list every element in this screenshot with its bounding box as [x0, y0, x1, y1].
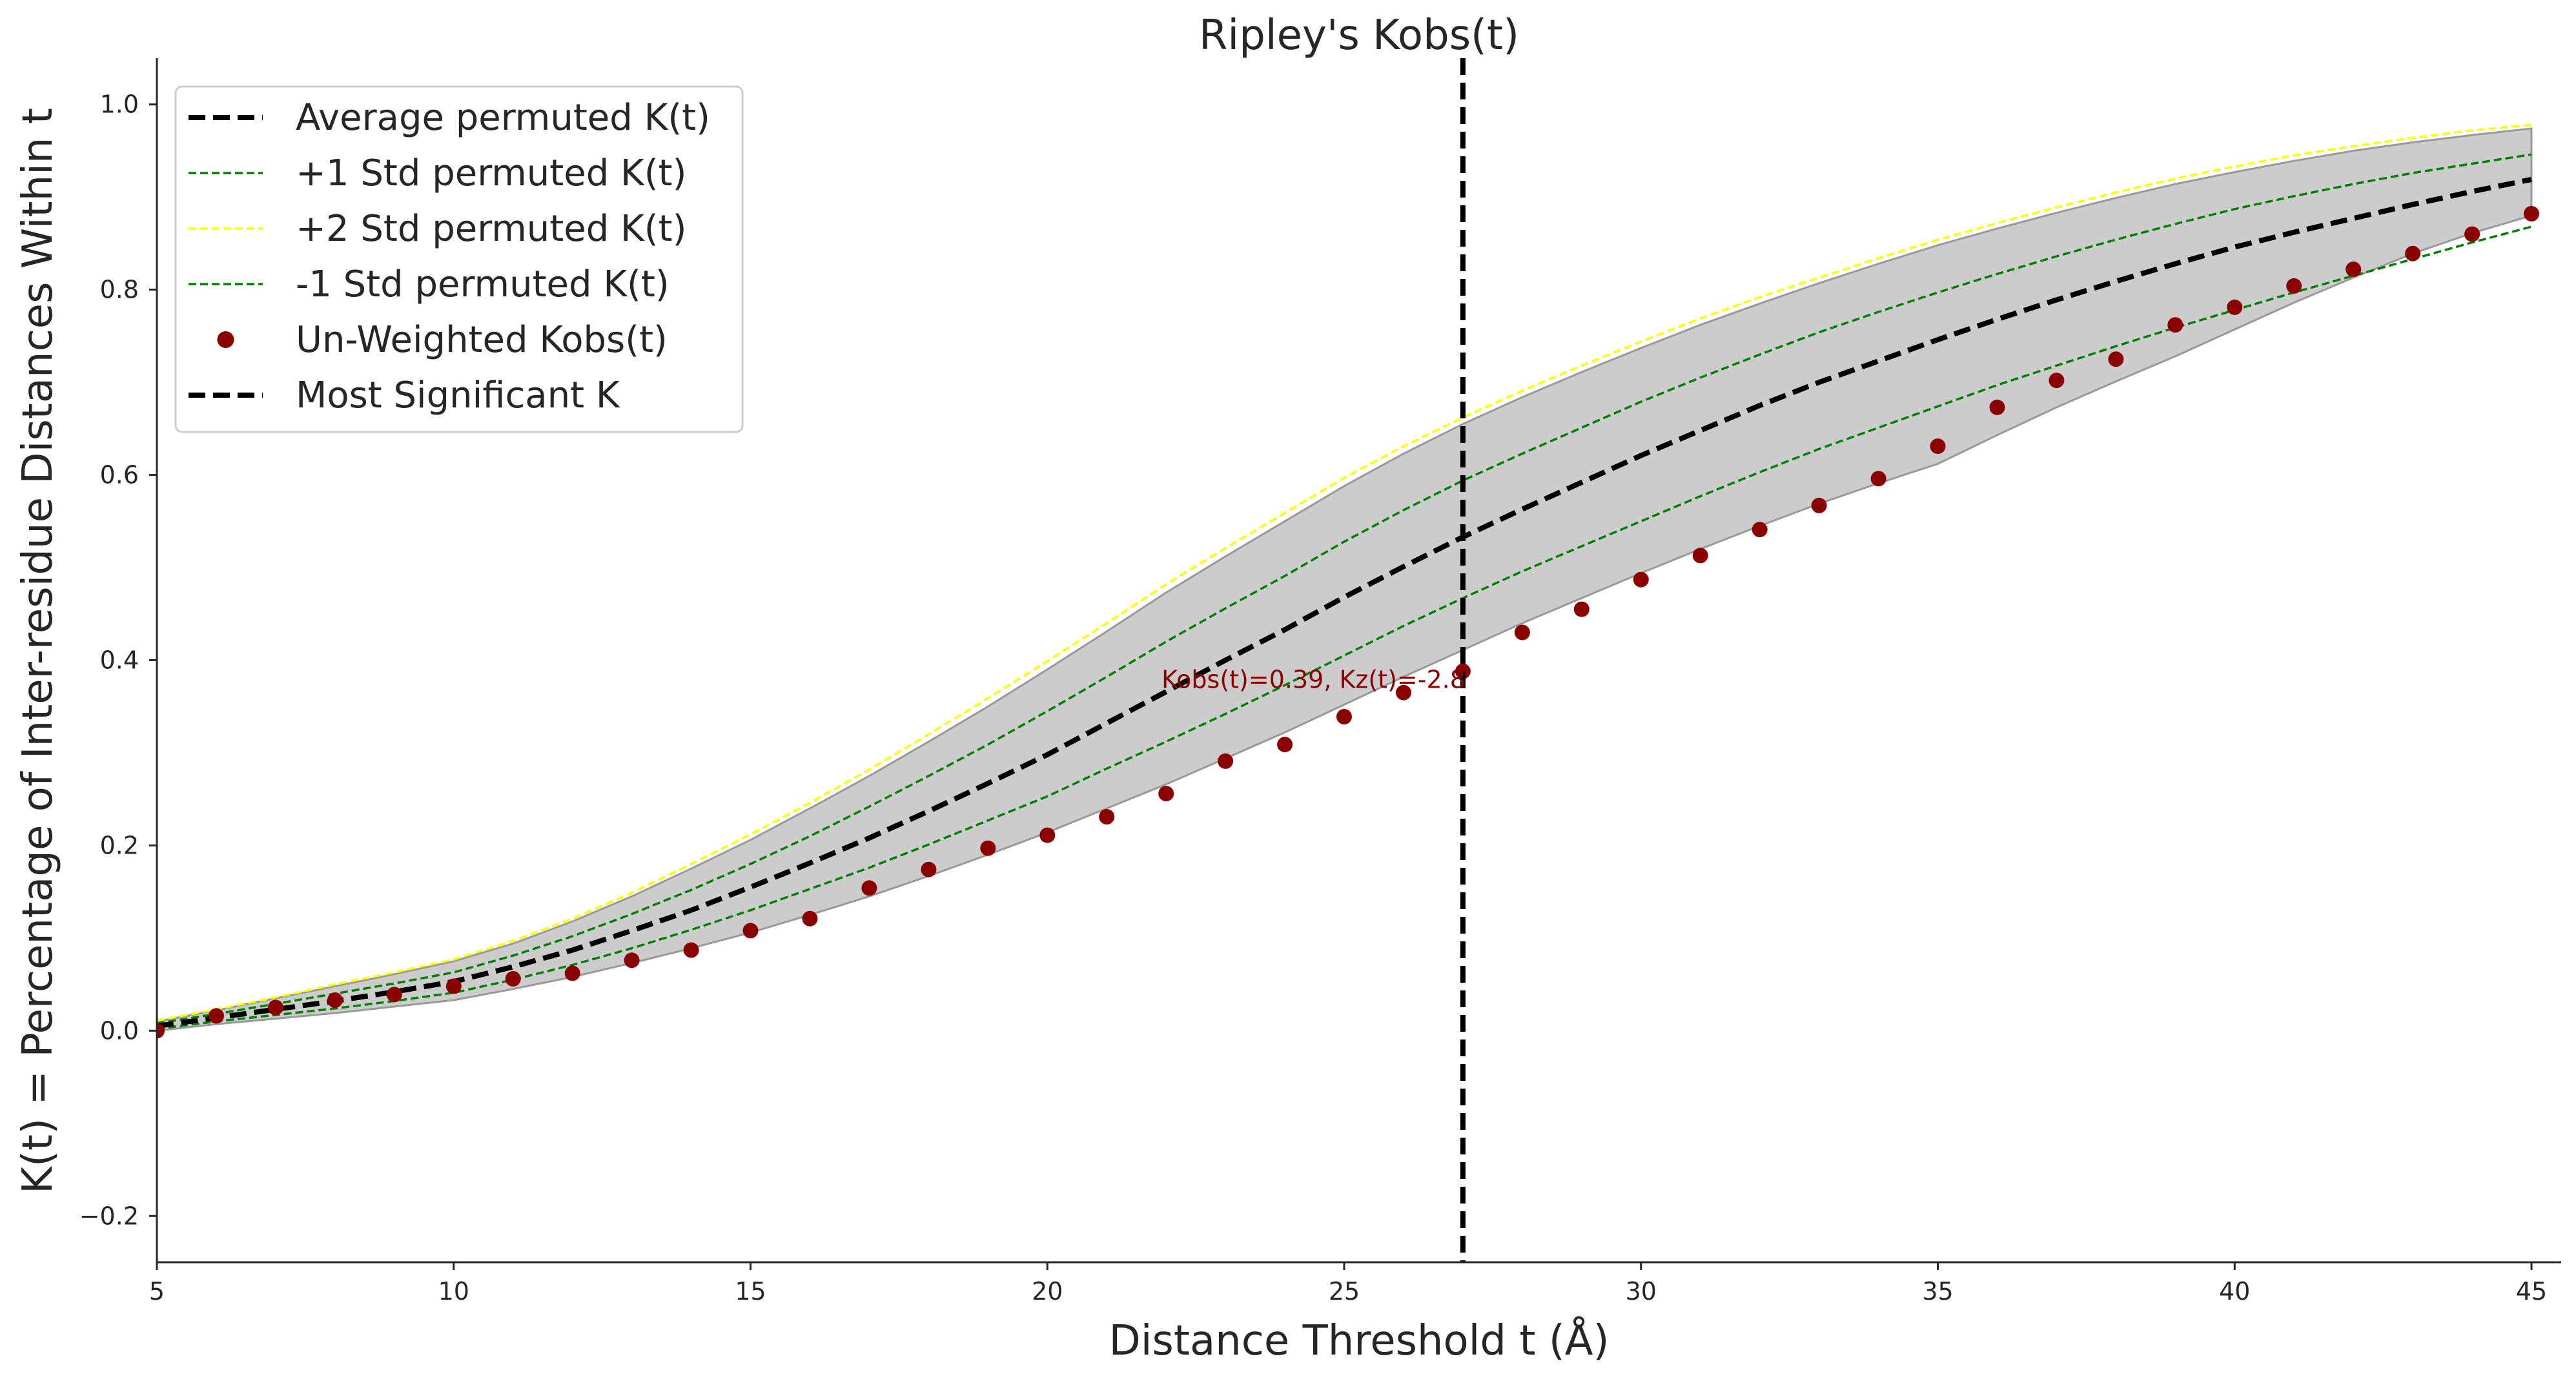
- y-tick-label: 0.0: [100, 1016, 139, 1045]
- scatter-point: [2346, 261, 2362, 278]
- scatter-point: [1752, 522, 1768, 538]
- scatter-point: [1633, 571, 1649, 588]
- x-tick-label: 35: [1922, 1277, 1953, 1306]
- y-tick-label: 0.8: [100, 276, 139, 304]
- scatter-point: [2286, 278, 2302, 294]
- series-line-3: [157, 225, 2532, 1030]
- scatter-point: [980, 840, 996, 856]
- scatter-point: [802, 910, 818, 927]
- legend-label: +1 Std permuted K(t): [296, 152, 686, 194]
- x-tick-label: 30: [1626, 1277, 1657, 1306]
- scatter-point: [1514, 624, 1530, 640]
- scatter-point: [1277, 737, 1293, 753]
- scatter-point: [861, 880, 877, 896]
- scatter-point: [157, 1023, 165, 1039]
- legend-label: Un-Weighted Kobs(t): [296, 319, 668, 361]
- scatter-point: [209, 1008, 224, 1024]
- scatter-point: [1870, 471, 1886, 487]
- x-axis-label: Distance Threshold t (Å): [1109, 1316, 1609, 1365]
- x-tick-label: 25: [1329, 1277, 1360, 1306]
- plot-content: Kobs(t)=0.39, Kz(t)=-2.8: [157, 58, 2539, 1262]
- y-tick-label: −0.2: [79, 1202, 139, 1230]
- plot-area: Kobs(t)=0.39, Kz(t)=-2.8: [157, 58, 2539, 1262]
- scatter-point: [2524, 206, 2539, 221]
- chart-title: Ripley's Kobs(t): [1199, 12, 1519, 59]
- scatter-point: [1455, 663, 1471, 679]
- x-tick-label: 45: [2516, 1277, 2547, 1306]
- scatter-point: [1930, 438, 1946, 455]
- scatter-point: [1218, 753, 1234, 769]
- scatter-point: [1158, 786, 1174, 802]
- legend-label: Most Significant K: [296, 374, 620, 416]
- scatter-point: [505, 971, 521, 987]
- kobs-annotation: Kobs(t)=0.39, Kz(t)=-2.8: [1161, 666, 1466, 694]
- scatter-point: [2049, 373, 2065, 389]
- scatter-point: [1573, 601, 1590, 617]
- scatter-point: [742, 923, 759, 939]
- series-line-2: [157, 123, 2532, 1022]
- scatter-point: [1039, 827, 1056, 843]
- axes: 5 10 15 20 25 30 35 40 45 −0.2 0.0 0.2 0.4 0.6 0.8 1.0: [79, 58, 2561, 1306]
- series-line-1: [157, 153, 2532, 1025]
- scatter-point: [2405, 245, 2421, 261]
- y-tick-label: 1.0: [100, 90, 139, 119]
- scatter-point: [327, 992, 343, 1008]
- x-tick-label: 20: [1032, 1277, 1063, 1306]
- scatter-point: [1099, 809, 1115, 825]
- scatter-point: [564, 965, 580, 981]
- scatter-point: [1989, 399, 2005, 415]
- legend-label: -1 Std permuted K(t): [296, 263, 670, 305]
- y-tick-label: 0.4: [100, 646, 139, 675]
- y-tick-label: 0.6: [100, 461, 139, 489]
- scatter-point: [921, 861, 937, 877]
- legend-label: +2 Std permuted K(t): [296, 208, 686, 250]
- scatter-point: [1396, 684, 1411, 701]
- x-tick-label: 15: [735, 1277, 766, 1306]
- scatter-point: [267, 999, 283, 1016]
- scatter-point: [1692, 548, 1708, 564]
- legend: Average permuted K(t) +1 Std permuted K(t…: [174, 85, 744, 433]
- legend-label: Average permuted K(t): [296, 97, 710, 139]
- scatter-point: [2167, 317, 2183, 333]
- scatter-point: [1336, 709, 1352, 724]
- scatter-point: [624, 952, 640, 968]
- scatter-point: [2464, 226, 2480, 242]
- scatter-point: [2108, 351, 2124, 367]
- y-axis-label: K(t) = Percentage of Inter-residue Dista…: [14, 108, 62, 1194]
- legend-swatch: [217, 331, 234, 348]
- scatter-point: [445, 978, 462, 994]
- scatter-point: [1811, 497, 1827, 513]
- scatter-point: [683, 942, 699, 958]
- legend-box: [174, 85, 744, 433]
- scatter-point: [386, 987, 402, 1003]
- series-line-0: [157, 176, 2532, 1029]
- scatter-point: [2227, 299, 2243, 315]
- x-tick-label: 40: [2219, 1277, 2250, 1306]
- x-tick-label: 5: [149, 1277, 165, 1306]
- y-tick-label: 0.2: [100, 831, 139, 859]
- x-tick-label: 10: [438, 1277, 469, 1306]
